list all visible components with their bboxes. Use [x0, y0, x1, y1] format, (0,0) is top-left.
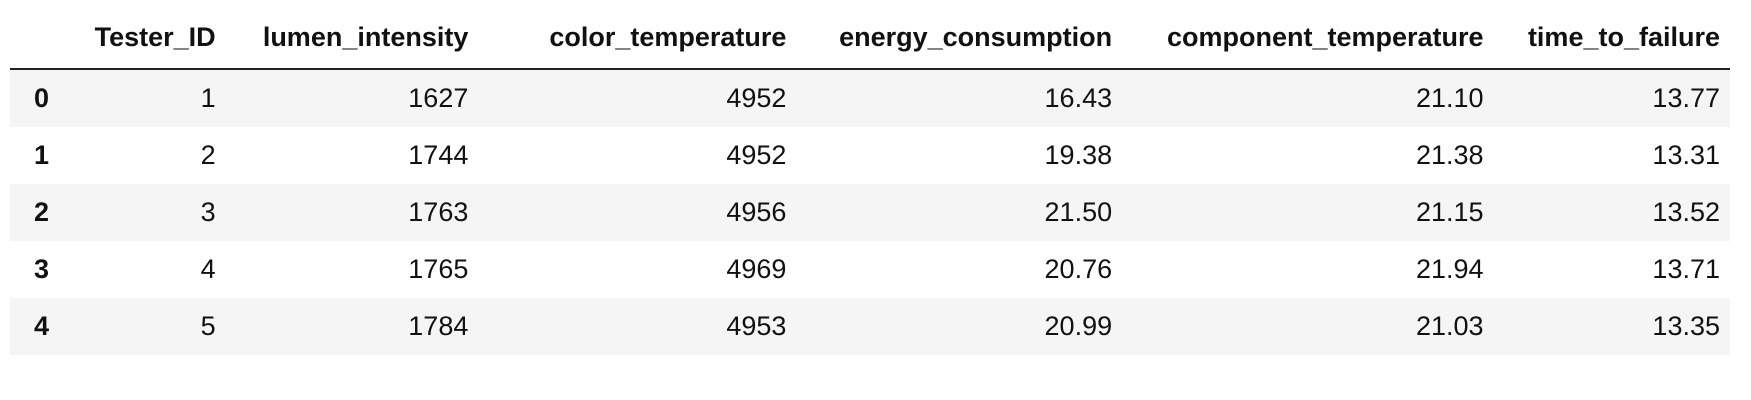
- table-cell: 21.94: [1122, 241, 1494, 298]
- table-header: Tester_ID lumen_intensity color_temperat…: [10, 6, 1730, 70]
- table-cell: 20.99: [796, 298, 1123, 355]
- column-header-component-temperature: component_temperature: [1122, 6, 1494, 70]
- column-header-time-to-failure: time_to_failure: [1493, 6, 1730, 70]
- table-cell: 13.71: [1493, 241, 1730, 298]
- table-cell: 19.38: [796, 127, 1123, 184]
- column-header-color-temperature: color_temperature: [478, 6, 797, 70]
- table-cell: 21.38: [1122, 127, 1494, 184]
- table-cell: 13.52: [1493, 184, 1730, 241]
- table-cell: 13.31: [1493, 127, 1730, 184]
- table-row: 0 1 1627 4952 16.43 21.10 13.77: [10, 69, 1730, 127]
- table-body: 0 1 1627 4952 16.43 21.10 13.77 1 2 1744…: [10, 69, 1730, 355]
- table-row: 1 2 1744 4952 19.38 21.38 13.31: [10, 127, 1730, 184]
- table-cell: 21.10: [1122, 69, 1494, 127]
- column-header-tester-id: Tester_ID: [75, 6, 226, 70]
- table-row: 4 5 1784 4953 20.99 21.03 13.35: [10, 298, 1730, 355]
- row-index: 3: [10, 241, 76, 298]
- table-cell: 4952: [478, 69, 797, 127]
- table-cell: 1784: [225, 298, 479, 355]
- table-cell: 1765: [225, 241, 479, 298]
- table-cell: 4956: [478, 184, 797, 241]
- row-index: 4: [10, 298, 76, 355]
- table-cell: 2: [75, 127, 226, 184]
- table-cell: 20.76: [796, 241, 1123, 298]
- table-row: 3 4 1765 4969 20.76 21.94 13.71: [10, 241, 1730, 298]
- table-cell: 21.50: [796, 184, 1123, 241]
- table-cell: 16.43: [796, 69, 1123, 127]
- dataframe-table: Tester_ID lumen_intensity color_temperat…: [10, 6, 1730, 355]
- table-cell: 21.15: [1122, 184, 1494, 241]
- table-cell: 1763: [225, 184, 479, 241]
- index-header: [10, 6, 76, 70]
- column-header-energy-consumption: energy_consumption: [796, 6, 1123, 70]
- table-cell: 4: [75, 241, 226, 298]
- table-cell: 4952: [478, 127, 797, 184]
- header-row: Tester_ID lumen_intensity color_temperat…: [10, 6, 1730, 70]
- table-cell: 4969: [478, 241, 797, 298]
- table-cell: 21.03: [1122, 298, 1494, 355]
- table-row: 2 3 1763 4956 21.50 21.15 13.52: [10, 184, 1730, 241]
- table-cell: 1744: [225, 127, 479, 184]
- table-cell: 13.77: [1493, 69, 1730, 127]
- table-cell: 5: [75, 298, 226, 355]
- column-header-lumen-intensity: lumen_intensity: [225, 6, 479, 70]
- row-index: 2: [10, 184, 76, 241]
- table-cell: 13.35: [1493, 298, 1730, 355]
- table-cell: 3: [75, 184, 226, 241]
- table-cell: 4953: [478, 298, 797, 355]
- row-index: 0: [10, 69, 76, 127]
- table-cell: 1: [75, 69, 226, 127]
- table-cell: 1627: [225, 69, 479, 127]
- row-index: 1: [10, 127, 76, 184]
